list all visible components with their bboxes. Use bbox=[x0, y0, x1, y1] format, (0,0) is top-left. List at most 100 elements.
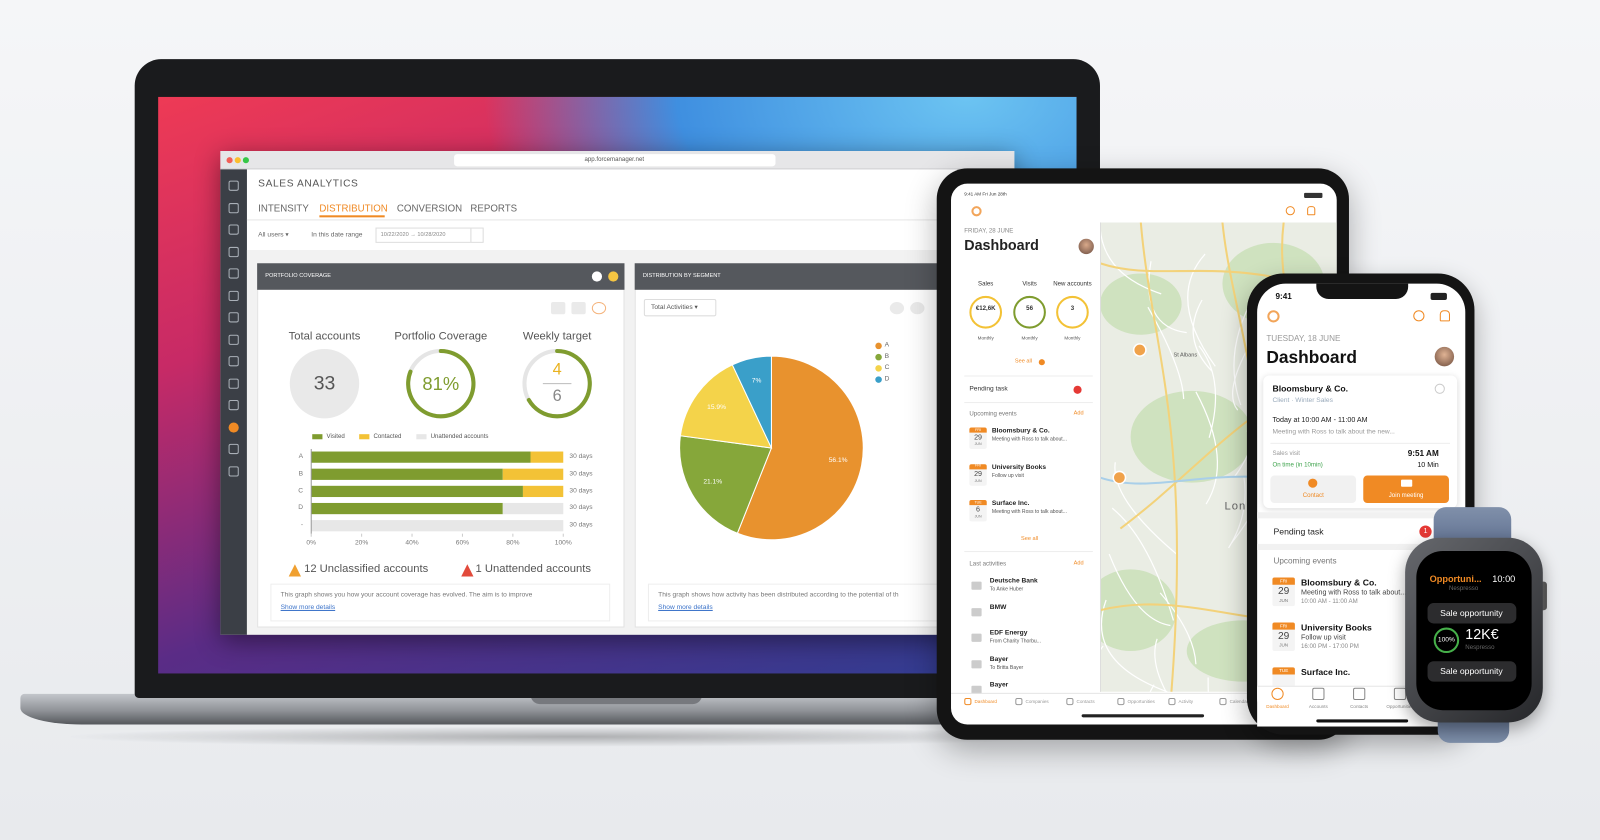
legend-label: Unattended accounts bbox=[430, 433, 489, 440]
filter[interactable]: All users ▾ bbox=[258, 231, 289, 239]
event-title[interactable]: Bloomsbury & Co. bbox=[1301, 577, 1377, 588]
event-title[interactable]: Surface Inc. bbox=[991, 499, 1030, 507]
notifications-button[interactable] bbox=[1439, 310, 1450, 322]
pie-slice bbox=[679, 364, 773, 449]
avatar[interactable] bbox=[1434, 346, 1455, 367]
event-title[interactable]: University Books bbox=[1301, 622, 1372, 633]
watch-chip[interactable] bbox=[1427, 661, 1517, 682]
panel-icon[interactable] bbox=[591, 271, 603, 282]
event-date: 29 bbox=[1277, 585, 1290, 597]
tab[interactable]: CONVERSION bbox=[396, 203, 463, 215]
event-title[interactable]: University Books bbox=[991, 463, 1047, 471]
event-date: 29 bbox=[974, 470, 983, 478]
date-dropdown[interactable] bbox=[470, 227, 484, 243]
event-day: FRI bbox=[1279, 622, 1288, 628]
tab[interactable]: Activity bbox=[1178, 698, 1194, 704]
sidebar-icon[interactable] bbox=[228, 334, 239, 345]
sidebar-icon[interactable] bbox=[228, 290, 239, 301]
kpi-value: 4 bbox=[552, 361, 562, 379]
close-button[interactable] bbox=[1434, 383, 1445, 394]
activity-title[interactable]: Bayer bbox=[989, 655, 1009, 663]
logo bbox=[971, 206, 982, 217]
sidebar-icon[interactable] bbox=[228, 465, 239, 477]
sidebar-icon[interactable] bbox=[228, 399, 239, 411]
notifications-button[interactable] bbox=[1307, 206, 1316, 216]
tab[interactable]: Dashboard bbox=[1266, 703, 1289, 709]
sidebar-icon[interactable] bbox=[228, 268, 239, 279]
tab[interactable]: Opportunities bbox=[1386, 703, 1414, 709]
tab[interactable]: Contacts bbox=[1076, 698, 1095, 704]
link[interactable]: Show more details bbox=[658, 603, 713, 611]
activity-title[interactable]: Deutsche Bank bbox=[989, 577, 1038, 585]
pie-slice bbox=[731, 355, 772, 449]
link[interactable]: See all bbox=[1020, 535, 1039, 543]
row-note: 30 days bbox=[569, 487, 593, 495]
legend-label: A bbox=[884, 341, 890, 349]
chart-toggle[interactable] bbox=[889, 302, 905, 315]
tab[interactable]: Opportunities bbox=[1127, 698, 1155, 704]
tab[interactable]: REPORTS bbox=[470, 203, 518, 215]
tab[interactable]: DISTRIBUTION bbox=[319, 203, 388, 215]
date: TUESDAY, 18 JUNE bbox=[1266, 333, 1341, 343]
activity-title[interactable]: Bayer bbox=[989, 681, 1009, 689]
date-badge bbox=[1272, 577, 1295, 607]
divider bbox=[246, 219, 1015, 221]
watch-chip[interactable] bbox=[1427, 603, 1517, 624]
event-title[interactable]: Surface Inc. bbox=[1301, 667, 1351, 678]
sidebar-icon[interactable] bbox=[228, 356, 239, 367]
sidebar-icon[interactable] bbox=[228, 312, 239, 323]
kpi-label: Weekly target bbox=[522, 330, 592, 343]
tab[interactable]: Accounts bbox=[1308, 703, 1328, 709]
kpi-rings bbox=[969, 295, 1089, 329]
pie-slice bbox=[736, 355, 864, 541]
watch-account: Nespresso bbox=[1448, 585, 1479, 592]
activity-title[interactable]: BMW bbox=[989, 603, 1007, 611]
window-control[interactable] bbox=[226, 157, 233, 164]
link[interactable]: See all bbox=[1014, 358, 1033, 365]
address-bar[interactable] bbox=[454, 154, 776, 167]
search-button[interactable] bbox=[1285, 206, 1295, 216]
window-control[interactable] bbox=[234, 157, 241, 164]
shadow bbox=[61, 726, 1082, 747]
map-pin bbox=[1132, 343, 1147, 357]
section-title[interactable]: Pending task bbox=[1273, 526, 1324, 537]
tab[interactable]: INTENSITY bbox=[258, 203, 309, 215]
sidebar-icon[interactable] bbox=[228, 180, 239, 191]
tab[interactable]: Dashboard bbox=[974, 698, 997, 704]
avatar[interactable] bbox=[1078, 238, 1094, 255]
link[interactable]: Show more details bbox=[280, 603, 336, 611]
sidebar-icon[interactable] bbox=[228, 421, 239, 433]
tab[interactable]: Calendar bbox=[1229, 698, 1249, 704]
y-tick-label: D bbox=[298, 504, 304, 512]
add-button[interactable]: Add bbox=[1073, 410, 1084, 417]
sidebar-icon[interactable] bbox=[228, 246, 239, 257]
page-title: Dashboard bbox=[964, 236, 1039, 254]
panel-icon[interactable] bbox=[608, 271, 619, 282]
chart-toggle[interactable] bbox=[571, 302, 586, 315]
badge-count: 1 bbox=[1423, 528, 1428, 536]
add-button[interactable]: Add bbox=[1073, 560, 1084, 567]
activity-subtitle: To Britta Bayer bbox=[989, 664, 1024, 671]
tab[interactable]: Companies bbox=[1025, 698, 1049, 704]
section-title[interactable]: Pending task bbox=[969, 385, 1008, 393]
chart-toggle[interactable] bbox=[591, 302, 607, 315]
watch-screen bbox=[1416, 551, 1532, 711]
window-control[interactable] bbox=[242, 157, 249, 164]
event-title[interactable]: Bloomsbury & Co. bbox=[991, 427, 1050, 435]
chart-toggle[interactable] bbox=[910, 302, 925, 315]
sidebar-icon[interactable] bbox=[228, 443, 239, 455]
tab-icon bbox=[1015, 697, 1023, 706]
warning-text: 12 Unclassified accounts bbox=[304, 562, 429, 575]
tab[interactable]: Contacts bbox=[1350, 703, 1369, 709]
activity-title[interactable]: EDF Energy bbox=[989, 629, 1028, 637]
badge bbox=[1073, 385, 1082, 394]
dropdown[interactable] bbox=[643, 298, 717, 317]
bar-segment bbox=[530, 451, 564, 463]
sidebar-icon[interactable] bbox=[228, 202, 239, 213]
divider bbox=[964, 551, 1093, 553]
search-button[interactable] bbox=[1413, 310, 1425, 322]
sidebar-icon[interactable] bbox=[228, 224, 239, 235]
warning-icon bbox=[288, 564, 302, 577]
chart-toggle[interactable] bbox=[551, 302, 566, 315]
sidebar-icon[interactable] bbox=[228, 378, 239, 389]
